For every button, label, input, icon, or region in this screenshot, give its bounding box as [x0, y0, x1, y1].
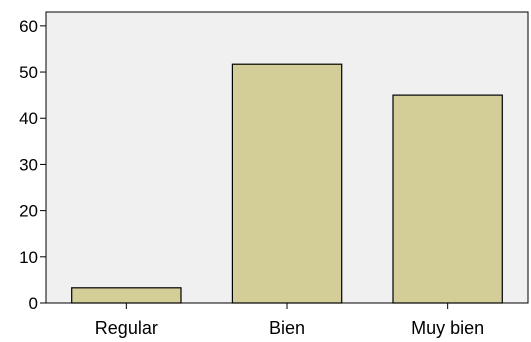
- x-category-label: Regular: [95, 318, 158, 338]
- y-tick-label: 20: [19, 202, 38, 221]
- y-tick-label: 0: [29, 294, 38, 313]
- bar-bien: [231, 63, 343, 304]
- bar-regular: [71, 287, 182, 304]
- y-tick-label: 30: [19, 155, 38, 174]
- y-tick-label: 60: [19, 17, 38, 36]
- x-category-label: Muy bien: [411, 318, 484, 338]
- y-tick-label: 40: [19, 109, 38, 128]
- y-tick-label: 50: [19, 63, 38, 82]
- x-category-label: Bien: [269, 318, 305, 338]
- bar-muy-bien: [392, 94, 503, 304]
- y-tick-label: 10: [19, 248, 38, 267]
